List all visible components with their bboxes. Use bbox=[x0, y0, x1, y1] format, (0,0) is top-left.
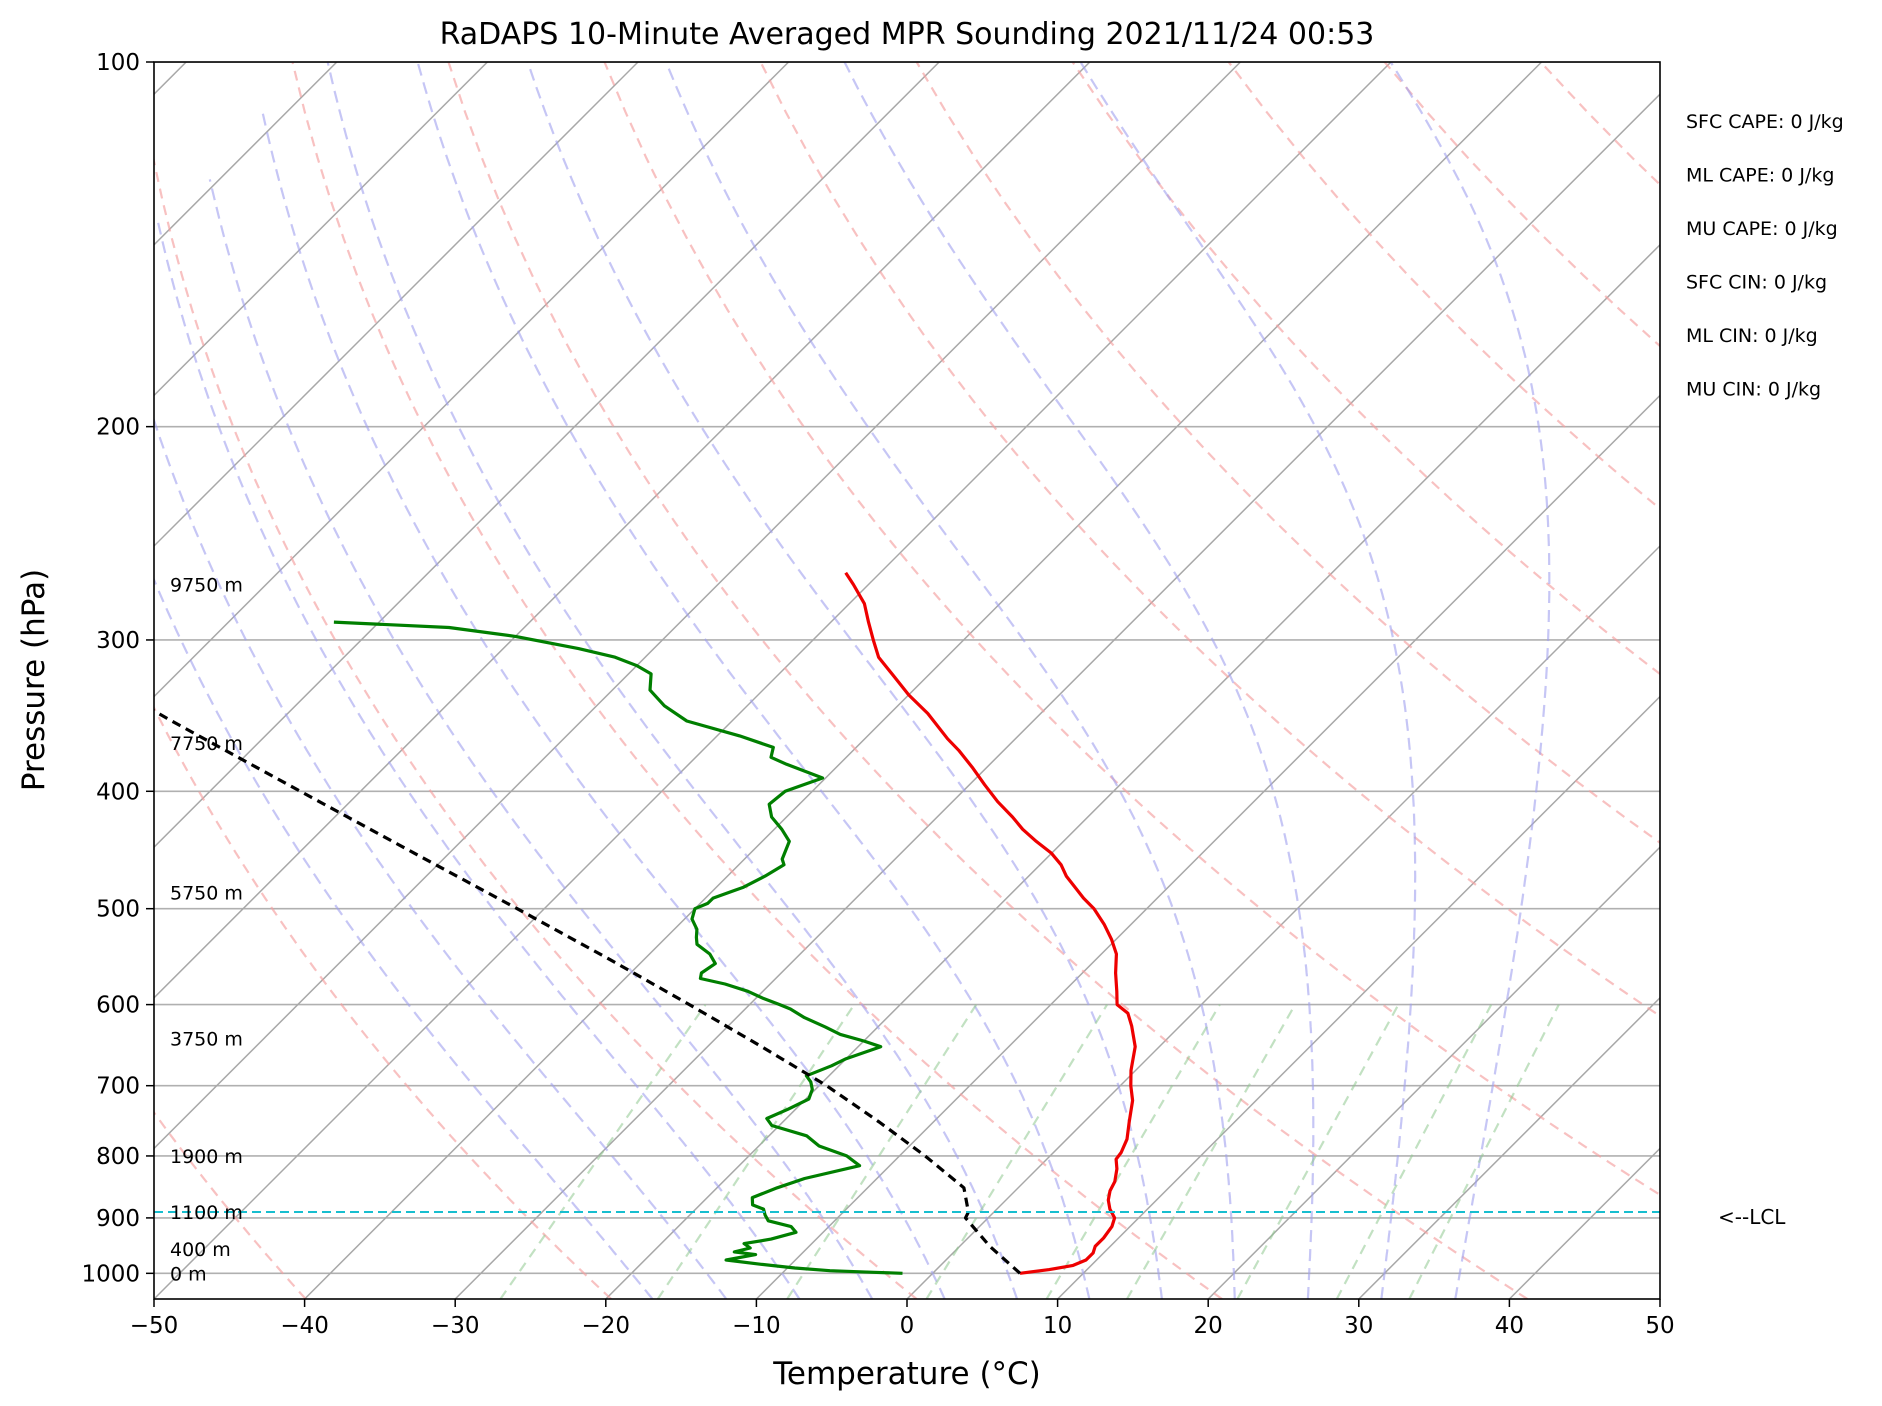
isotherm-line bbox=[755, 394, 1660, 1299]
isotherm-line bbox=[154, 62, 790, 698]
dry-adiabat bbox=[447, 62, 1529, 1299]
moist-adiabat bbox=[156, 219, 801, 1299]
x-axis-label: Temperature (°C) bbox=[772, 1356, 1041, 1392]
stability-index-text: SFC CAPE: 0 J/kg bbox=[1686, 111, 1844, 133]
x-tick-label: −30 bbox=[431, 1313, 480, 1339]
mixing-ratio-line bbox=[656, 1003, 856, 1299]
mixing-ratio-line bbox=[1236, 1004, 1400, 1299]
x-tick-label: 40 bbox=[1495, 1313, 1524, 1339]
moist-adiabat bbox=[416, 62, 1091, 1299]
isotherm-line bbox=[154, 62, 1392, 1299]
y-tick-label: 900 bbox=[96, 1206, 140, 1232]
y-tick-label: 1000 bbox=[81, 1261, 140, 1287]
x-tick-label: −20 bbox=[582, 1313, 631, 1339]
y-axis-label: Pressure (hPa) bbox=[16, 569, 52, 791]
stability-index-text: MU CIN: 0 J/kg bbox=[1686, 379, 1821, 401]
isotherm-line bbox=[154, 62, 488, 397]
pressure-gridlines bbox=[154, 62, 1660, 1275]
dry-adiabat bbox=[1071, 62, 1660, 676]
mixing-ratio-line bbox=[499, 1003, 707, 1299]
y-tick-label: 700 bbox=[96, 1074, 140, 1100]
mixing-ratio-line bbox=[786, 1004, 978, 1299]
y-tick-label: 500 bbox=[96, 897, 140, 923]
height-label: 400 m bbox=[170, 1239, 231, 1261]
mixing-ratio-lines bbox=[499, 1003, 1560, 1299]
moist-adiabat bbox=[843, 62, 1315, 1299]
x-axis-ticks: −50 −40 −30 −20 −10 0 10 20 30 40 50 bbox=[130, 1299, 1675, 1339]
x-tick-label: −50 bbox=[130, 1313, 179, 1339]
x-tick-label: 20 bbox=[1194, 1313, 1223, 1339]
stability-index-text: MU CAPE: 0 J/kg bbox=[1686, 218, 1838, 240]
stability-index-text: SFC CIN: 0 J/kg bbox=[1686, 272, 1827, 294]
y-axis-ticks: 100 200 300 400 500 600 700 800 900 1000 bbox=[81, 50, 154, 1287]
temperature-profile-line bbox=[844, 571, 1137, 1275]
mixing-ratio-line bbox=[925, 1004, 1109, 1299]
mixing-ratio-line bbox=[1335, 1004, 1493, 1299]
stability-index-text: ML CAPE: 0 J/kg bbox=[1686, 165, 1834, 187]
height-label: 5750 m bbox=[170, 883, 243, 905]
height-label: 9750 m bbox=[170, 575, 243, 597]
mixing-ratio-line bbox=[1408, 1004, 1560, 1299]
mixing-ratio-line bbox=[1126, 1004, 1297, 1299]
height-label: 7750 m bbox=[170, 733, 243, 755]
isotherm-line bbox=[304, 62, 1543, 1299]
x-tick-label: 10 bbox=[1043, 1313, 1072, 1339]
stability-index-text: ML CIN: 0 J/kg bbox=[1686, 325, 1818, 347]
moist-adiabat bbox=[154, 577, 654, 1299]
y-tick-label: 800 bbox=[96, 1144, 140, 1170]
y-tick-label: 600 bbox=[96, 993, 140, 1019]
dry-adiabat bbox=[759, 62, 1660, 1018]
chart-title: RaDAPS 10-Minute Averaged MPR Sounding 2… bbox=[440, 17, 1375, 52]
moist-adiabat bbox=[208, 179, 874, 1299]
isotherm-line bbox=[154, 62, 1091, 999]
isotherm-line bbox=[454, 93, 1660, 1299]
y-tick-label: 400 bbox=[96, 779, 140, 805]
skewed-isotherms bbox=[154, 62, 1660, 1299]
stability-indices: SFC CAPE: 0 J/kg ML CAPE: 0 J/kg MU CAPE: … bbox=[1686, 111, 1844, 401]
moist-adiabat bbox=[154, 416, 728, 1299]
x-tick-label: −40 bbox=[280, 1313, 329, 1339]
mixing-ratio-line bbox=[1045, 1004, 1221, 1299]
lcl-label: <--LCL bbox=[1718, 1205, 1786, 1229]
height-label: 1900 m bbox=[170, 1146, 243, 1168]
isotherm-line bbox=[1207, 846, 1660, 1299]
dry-adiabat bbox=[154, 156, 918, 1299]
y-tick-label: 100 bbox=[96, 50, 140, 76]
isotherm-line bbox=[154, 62, 639, 548]
dewpoint-profile-line bbox=[333, 620, 903, 1275]
moist-adiabat bbox=[261, 111, 946, 1299]
isotherm-line bbox=[906, 544, 1660, 1299]
y-tick-label: 200 bbox=[96, 415, 140, 441]
moist-adiabat bbox=[326, 62, 1019, 1299]
x-tick-label: 50 bbox=[1645, 1313, 1674, 1339]
height-label: 3750 m bbox=[170, 1029, 243, 1051]
height-label: 0 m bbox=[170, 1263, 207, 1285]
y-tick-label: 300 bbox=[96, 628, 140, 654]
isotherm-line bbox=[1358, 996, 1660, 1299]
x-tick-label: 0 bbox=[900, 1313, 915, 1339]
dry-adiabats bbox=[154, 62, 1660, 1299]
moist-adiabat bbox=[664, 62, 1236, 1299]
isotherm-line bbox=[154, 62, 1241, 1150]
x-tick-label: −10 bbox=[732, 1313, 781, 1339]
isotherm-line bbox=[154, 62, 940, 849]
x-tick-label: 30 bbox=[1344, 1313, 1373, 1339]
plot-area bbox=[154, 62, 1660, 1299]
dry-adiabat bbox=[291, 62, 1223, 1299]
height-label: 1100 m bbox=[170, 1202, 243, 1224]
isotherm-line bbox=[1057, 695, 1660, 1299]
dry-adiabat bbox=[915, 62, 1660, 845]
